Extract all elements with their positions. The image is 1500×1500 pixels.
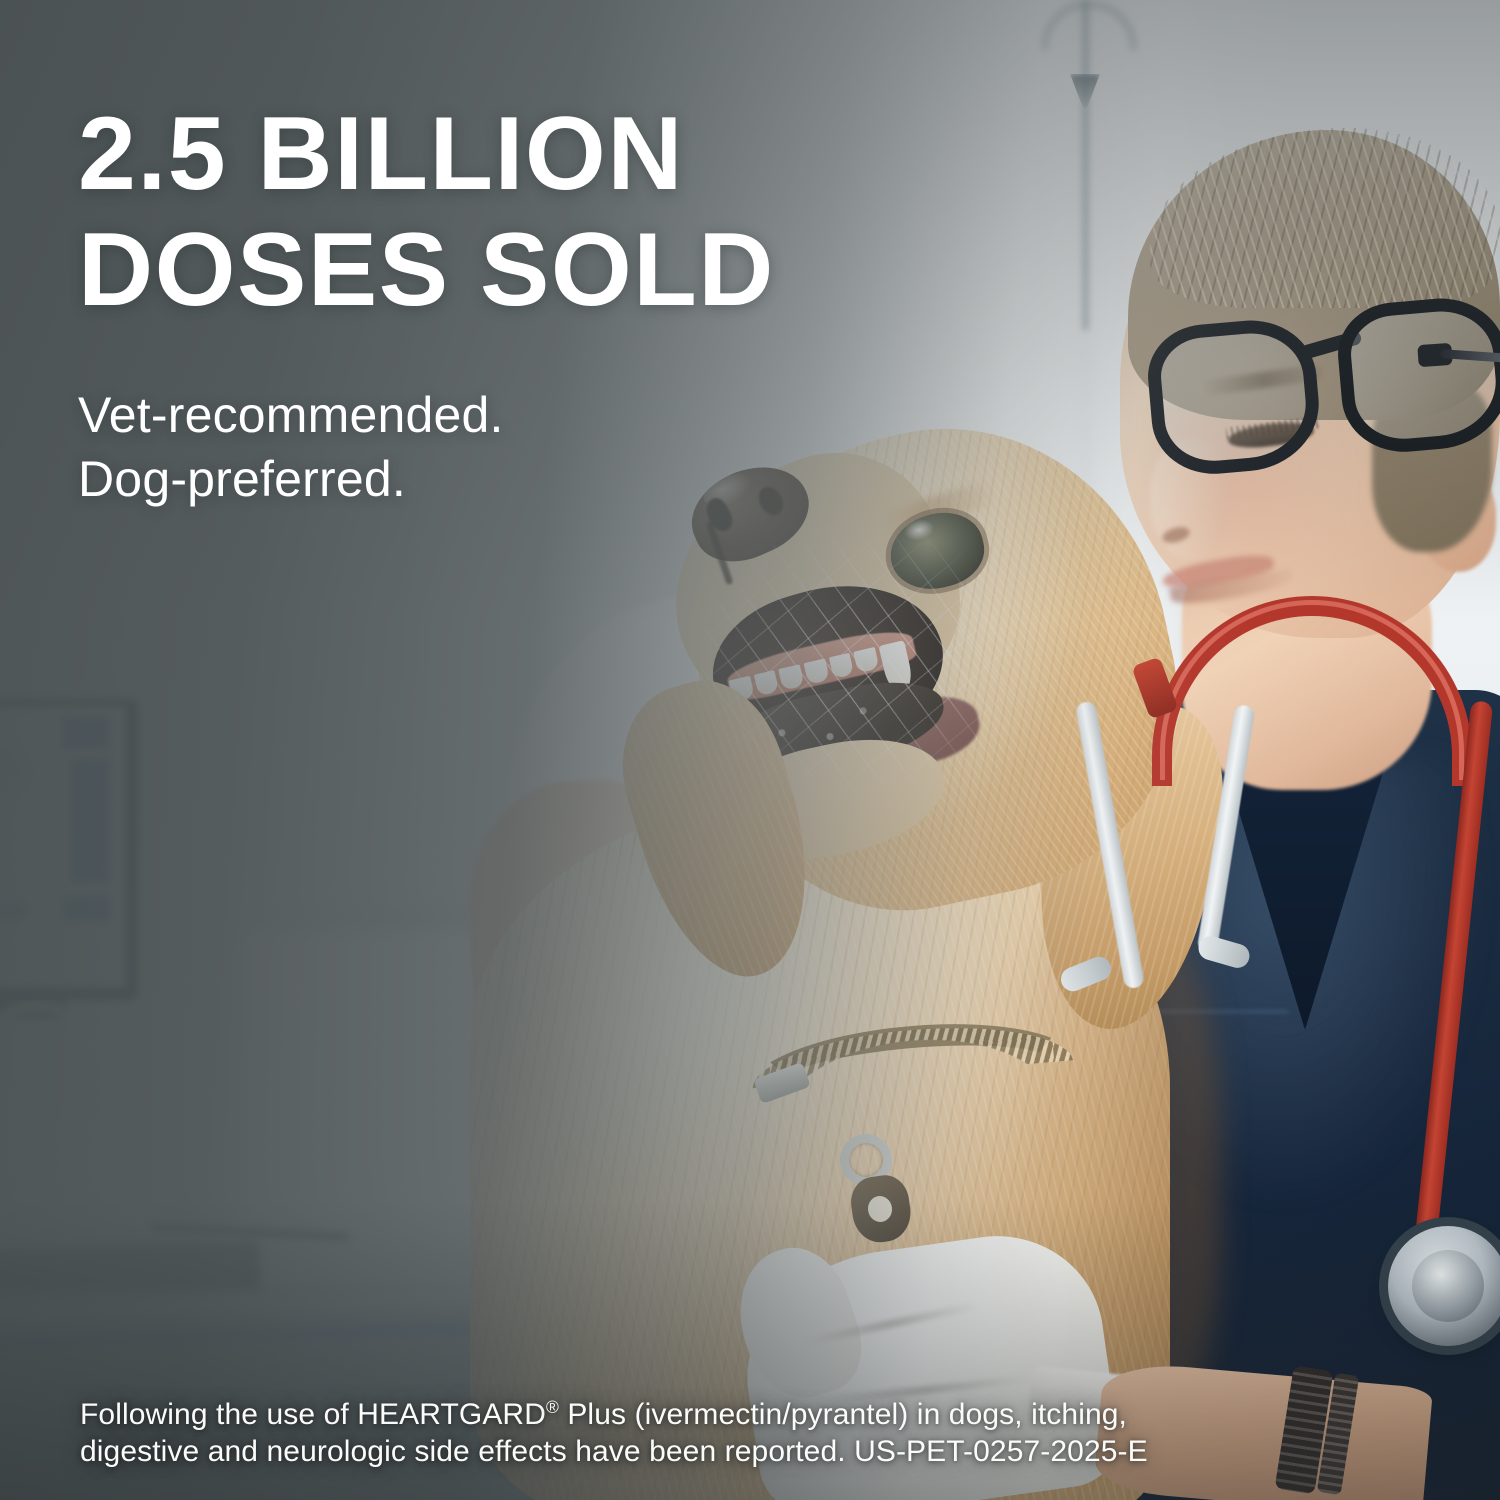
monitor-screen-graphic xyxy=(0,736,52,806)
headline-line-1: 2.5 BILLION xyxy=(78,96,684,212)
monitor-ui-block xyxy=(70,758,110,884)
monitor-ui-block xyxy=(62,896,110,922)
disclaimer-line-1-suffix: Plus (ivermectin/pyrantel) in dogs, itch… xyxy=(558,1397,1127,1431)
legal-disclaimer: Following the use of HEARTGARD® Plus (iv… xyxy=(80,1396,1430,1470)
monitor-ui-block xyxy=(62,716,110,750)
iv-stand-pole xyxy=(1082,0,1089,330)
subheadline: Vet-recommended. Dog-preferred. xyxy=(78,383,775,511)
stethoscope-diaphragm xyxy=(1412,1250,1484,1322)
page-title: 2.5 BILLION DOSES SOLD xyxy=(78,96,775,329)
disclaimer-line-1-prefix: Following the use of HEARTGARD xyxy=(80,1397,546,1431)
headline-line-2: DOSES SOLD xyxy=(78,212,775,329)
subheadline-line-2: Dog-preferred. xyxy=(78,450,406,507)
disclaimer-line-2: digestive and neurologic side effects ha… xyxy=(80,1434,1148,1468)
dog-whiskers xyxy=(700,520,1040,800)
subheadline-line-1: Vet-recommended. xyxy=(78,386,504,443)
headline-group: 2.5 BILLION DOSES SOLD Vet-recommended. … xyxy=(78,96,775,511)
registered-trademark-symbol: ® xyxy=(545,1396,559,1417)
eyeglasses-right-lens xyxy=(1333,292,1500,458)
monitor-ui-pill xyxy=(0,902,28,920)
